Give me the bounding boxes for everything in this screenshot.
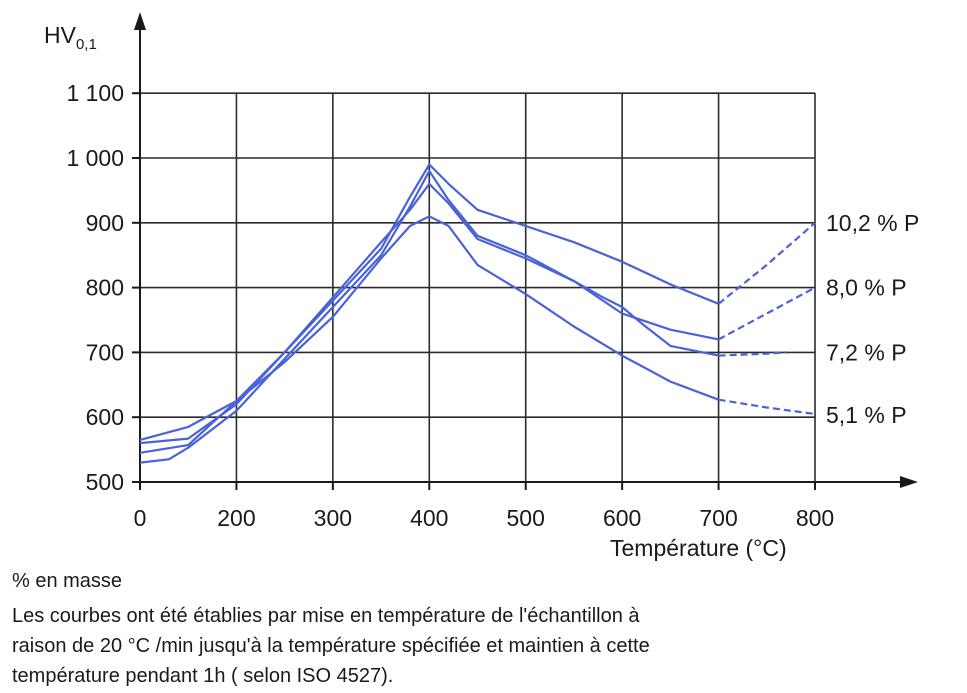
x-tick-label: 400 [410, 505, 448, 531]
x-tick-label: 200 [217, 505, 255, 531]
series-labels: 10,2 % P 8,0 % P 7,2 % P 5,1 % P [826, 210, 919, 428]
y-tick-label: 1 000 [66, 145, 124, 171]
series-extension-dashed [718, 351, 787, 357]
y-tick-label: 800 [86, 275, 124, 301]
x-tick-label: 700 [699, 505, 737, 531]
series-extension-dashed [717, 221, 816, 305]
x-tick-label: 500 [507, 505, 545, 531]
x-axis-arrowhead [900, 476, 918, 488]
series-line [139, 182, 719, 454]
series-lines [139, 163, 816, 464]
y-tick-label: 1 100 [66, 80, 124, 106]
x-tick-label: 300 [314, 505, 352, 531]
y-axis-arrowhead [134, 12, 146, 30]
y-axis-title-subscript: 0,1 [76, 36, 97, 53]
x-tick-label: 800 [796, 505, 834, 531]
unit-note: % en masse [12, 570, 123, 592]
series-label: 8,0 % P [826, 275, 907, 301]
caption-line-1: Les courbes ont été établies par mise en… [12, 605, 640, 627]
y-tick-label: 500 [86, 469, 124, 495]
series-line [139, 169, 719, 464]
axes [132, 12, 918, 490]
caption: % en masse Les courbes ont été établies … [12, 566, 962, 691]
y-axis-title-main: HV [44, 22, 77, 48]
series-label: 7,2 % P [826, 339, 907, 365]
x-axis-title: Température (°C) [610, 535, 787, 561]
x-tick-label: 600 [603, 505, 641, 531]
grid [132, 92, 816, 490]
series-extension-dashed [718, 286, 816, 341]
series-label: 10,2 % P [826, 210, 919, 236]
series-line [139, 215, 719, 441]
series-label: 5,1 % P [826, 402, 907, 428]
y-tick-label: 600 [86, 404, 124, 430]
series-extension-dashed [718, 398, 816, 416]
y-tick-label: 700 [86, 339, 124, 365]
y-axis-title: HV0,1 [44, 22, 97, 53]
y-tick-label: 900 [86, 210, 124, 236]
caption-line-2: raison de 20 °C /min jusqu'à la températ… [12, 635, 650, 657]
caption-line-3: température pendant 1h ( selon ISO 4527)… [12, 665, 394, 687]
x-tick-label: 0 [134, 505, 147, 531]
